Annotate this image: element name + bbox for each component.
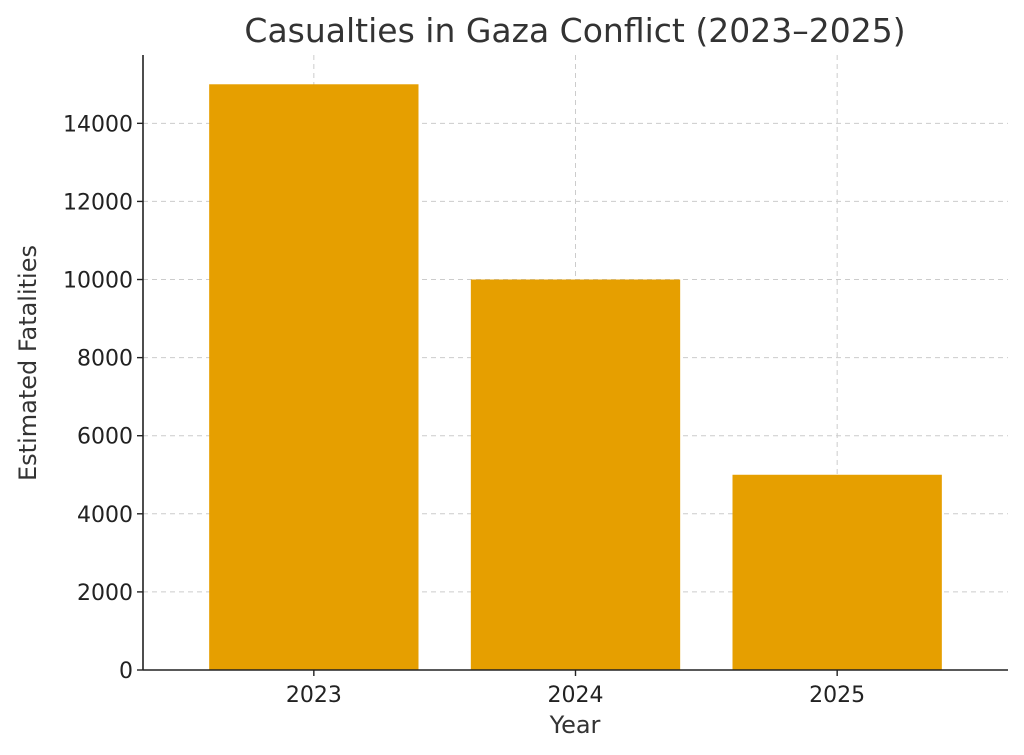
chart-title: Casualties in Gaza Conflict (2023–2025)	[244, 11, 905, 50]
y-tick-label: 8000	[77, 347, 133, 372]
bars	[209, 84, 942, 671]
x-tick-label: 2024	[548, 683, 604, 708]
x-tick-label: 2023	[286, 683, 342, 708]
y-tick-label: 14000	[63, 112, 133, 137]
bar-2024	[470, 279, 681, 670]
x-axis-title: Year	[549, 711, 601, 739]
y-tick-label: 6000	[77, 425, 133, 450]
y-axis-title: Estimated Fatalities	[14, 245, 42, 481]
bar-2025	[732, 474, 942, 670]
y-tick-label: 0	[119, 659, 133, 684]
y-tick-label: 12000	[63, 190, 133, 215]
x-tick-label: 2025	[809, 683, 865, 708]
ticks: 0 2000 4000 6000 8000 10000 12000 14000 2023 2024…	[63, 112, 865, 708]
y-tick-label: 4000	[77, 503, 133, 528]
y-tick-label: 2000	[77, 581, 133, 606]
y-tick-label: 10000	[63, 269, 133, 294]
bar-2023	[209, 84, 419, 671]
